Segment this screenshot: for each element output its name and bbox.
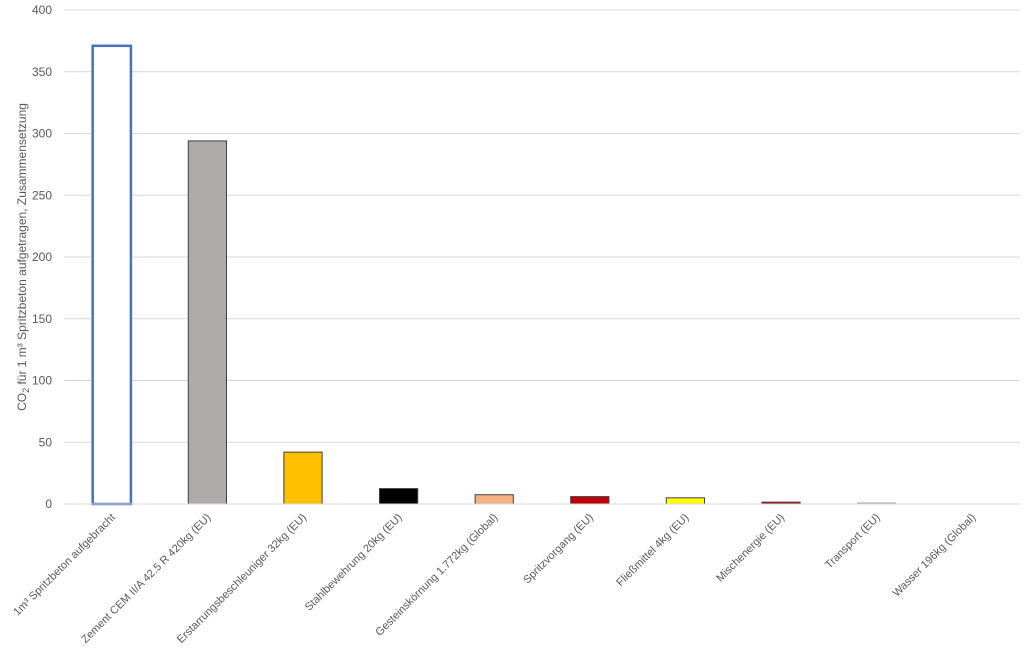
bar [665, 497, 706, 505]
y-tick-label: 300 [32, 127, 52, 141]
x-tick-label: Mischenergie (EU) [714, 512, 787, 585]
bar [474, 494, 514, 505]
y-tick-label: 250 [32, 188, 52, 202]
x-tick-label: Transport (EU) [823, 512, 883, 572]
x-tick-label: Stahlbewehrung 20kg (EU) [303, 512, 405, 614]
bar [187, 140, 228, 505]
y-tick-label: 350 [32, 65, 52, 79]
bar [283, 451, 323, 505]
x-tick-label: Wasser 196kg (Global) [891, 512, 979, 600]
x-tick-label: Fließmittel 4kg (EU) [614, 512, 691, 589]
y-tick-label: 150 [32, 312, 52, 326]
y-tick-label: 200 [32, 250, 52, 264]
bar [378, 488, 419, 505]
bar [91, 44, 133, 506]
y-axis-label: CO2 für 1 m³ Spritzbeton aufgetragen, Zu… [15, 103, 31, 411]
x-tick-label: 1m³ Spritzbeton aufgebracht [11, 512, 118, 619]
y-tick-label: 400 [32, 3, 52, 17]
bars [91, 44, 897, 506]
y-axis-ticks: 0 50 100 150 200 250 300 350 400 [32, 3, 52, 511]
y-tick-label: 50 [39, 435, 53, 449]
x-tick-label: Spritzvorgang (EU) [521, 512, 596, 587]
y-tick-label: 0 [45, 497, 52, 511]
bar [570, 496, 610, 505]
y-tick-label: 100 [32, 374, 52, 388]
